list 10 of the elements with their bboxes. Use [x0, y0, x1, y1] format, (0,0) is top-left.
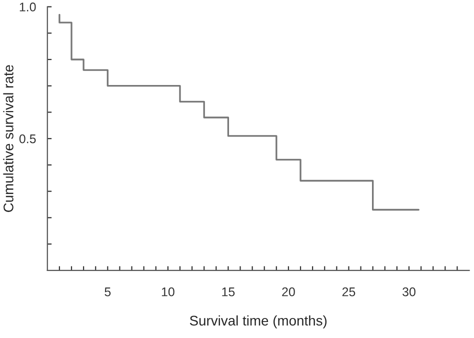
- x-tick-label: 20: [282, 287, 295, 296]
- x-tick-label: 25: [342, 287, 356, 296]
- x-axis-title: Survival time (months): [190, 315, 327, 328]
- x-tick-label: 10: [162, 287, 174, 296]
- y-axis-title: Cumulative survival rate: [3, 65, 14, 212]
- y-tick-label: 1.0: [20, 2, 36, 12]
- x-tick-label: 5: [104, 288, 111, 296]
- x-tick-label: 30: [402, 287, 416, 296]
- x-tick-label: 15: [222, 288, 235, 296]
- y-tick-label: 0.5: [19, 134, 36, 144]
